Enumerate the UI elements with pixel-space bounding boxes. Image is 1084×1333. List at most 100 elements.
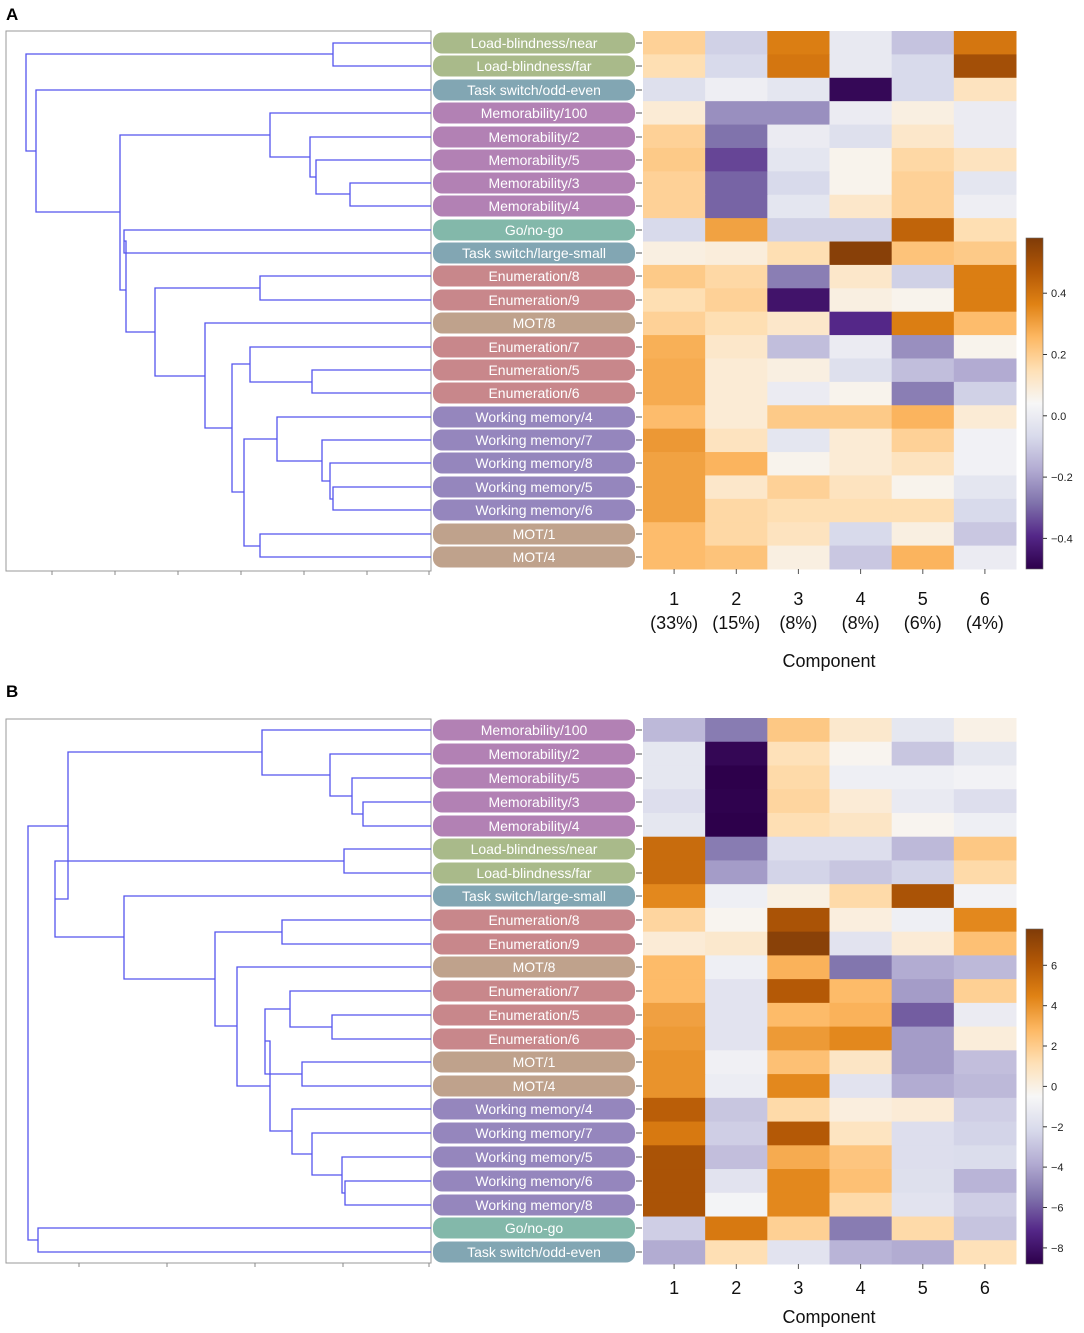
heatmap-cell <box>705 545 768 570</box>
heatmap-cell <box>643 405 706 430</box>
dendro-link <box>123 229 431 254</box>
row-label-pill <box>433 1217 635 1239</box>
heatmap-cell <box>705 931 768 956</box>
heatmap-cell <box>829 124 893 149</box>
row-label-text: Task switch/large-small <box>462 245 606 261</box>
row-label-text: Working memory/5 <box>475 479 592 495</box>
heatmap-cell <box>643 1216 706 1241</box>
row-label: Load-blindness/far <box>433 55 642 77</box>
heatmap-cell <box>953 741 1017 766</box>
row-label: Enumeration/6 <box>433 382 642 404</box>
dendro-link <box>259 275 431 301</box>
heatmap-cell <box>891 1074 955 1099</box>
row-label-text: Memorability/2 <box>488 129 579 145</box>
row-label: Memorability/2 <box>433 743 642 765</box>
heatmap-cell <box>643 789 706 814</box>
row-label-text: Enumeration/7 <box>488 983 579 999</box>
heatmap-cell <box>705 358 768 383</box>
heatmap-cell <box>891 1145 955 1170</box>
dendro-link <box>301 1061 431 1087</box>
row-label-text: Working memory/5 <box>475 1149 592 1165</box>
heatmap-cell <box>829 1097 893 1123</box>
row-label-pill <box>433 242 635 264</box>
row-label-pill <box>433 359 635 381</box>
row-label-pill <box>433 195 635 217</box>
heatmap-cell <box>829 241 893 266</box>
heatmap-cell <box>891 812 955 838</box>
row-label-pill <box>433 933 635 955</box>
row-label-text: MOT/8 <box>513 959 556 975</box>
heatmap-cell <box>767 1192 830 1218</box>
heatmap-cell <box>953 428 1017 453</box>
heatmap-cell <box>953 405 1017 430</box>
dendro-link <box>281 919 431 945</box>
heatmap-cell <box>953 812 1017 838</box>
row-label: MOT/8 <box>433 956 642 978</box>
row-label-text: Memorability/2 <box>488 746 579 762</box>
heatmap-cell <box>891 311 955 336</box>
heatmap-cell <box>829 381 893 406</box>
heatmap-cell <box>705 1026 768 1051</box>
heatmap-cell <box>643 54 706 79</box>
dendro-link <box>25 53 333 152</box>
heatmap-cell <box>767 765 830 790</box>
row-label-pill <box>433 1170 635 1192</box>
row-label: Enumeration/5 <box>433 1004 642 1026</box>
row-label-pill <box>433 1122 635 1144</box>
heatmap-cell <box>643 979 706 1004</box>
heatmap-cell <box>643 475 706 500</box>
heatmap-cell <box>953 475 1017 500</box>
row-label-pill <box>433 1241 635 1263</box>
heatmap-cell <box>767 288 830 313</box>
row-label: Load-blindness/near <box>433 838 642 860</box>
heatmap-cell <box>643 1026 706 1051</box>
row-label-pill <box>433 149 635 171</box>
column-label: 2 <box>731 1278 741 1298</box>
heatmap-cell <box>953 765 1017 790</box>
row-label: Task switch/large-small <box>433 885 642 907</box>
row-label: Memorability/100 <box>433 719 642 741</box>
heatmap-cell <box>643 545 706 570</box>
heatmap-cell <box>953 1026 1017 1051</box>
heatmap-cell <box>829 77 893 102</box>
heatmap-cell <box>705 335 768 359</box>
heatmap-cell <box>643 77 706 102</box>
dendro-link <box>249 346 431 383</box>
heatmap-cell <box>829 812 893 838</box>
row-label: Working memory/6 <box>433 1170 642 1192</box>
heatmap-cell <box>767 741 830 766</box>
heatmap-cell <box>767 124 830 149</box>
heatmap-cell <box>829 931 893 956</box>
heatmap-cell <box>953 545 1017 570</box>
row-label-text: MOT/1 <box>513 526 556 542</box>
heatmap-cell <box>891 1216 955 1241</box>
heatmap-cell <box>767 545 830 570</box>
row-labels-b: Memorability/100 Memorability/2 Memorabili… <box>433 719 642 1263</box>
heatmap-cell <box>829 741 893 766</box>
row-label-text: Memorability/100 <box>481 105 588 121</box>
heatmap-cell <box>829 311 893 336</box>
row-label-text: Load-blindness/near <box>471 35 598 51</box>
row-label-pill <box>433 1051 635 1073</box>
heatmap-cell <box>829 147 893 172</box>
row-label-text: Task switch/large-small <box>462 888 606 904</box>
row-label: Enumeration/8 <box>433 265 642 287</box>
heatmap-cell <box>953 124 1017 149</box>
heatmap-cell <box>705 955 768 980</box>
row-label-text: Working memory/4 <box>475 1101 592 1117</box>
row-label-pill <box>433 55 635 77</box>
row-label: Enumeration/5 <box>433 359 642 381</box>
heatmap-cell <box>767 218 830 243</box>
heatmap-cell <box>829 1192 893 1218</box>
row-label-text: Memorability/5 <box>488 152 579 168</box>
heatmap-cell <box>829 194 893 219</box>
dendro-link <box>243 438 277 547</box>
row-label: Memorability/100 <box>433 102 642 124</box>
row-label: Task switch/large-small <box>433 242 642 264</box>
row-label: Load-blindness/far <box>433 862 642 884</box>
row-label-pill <box>433 546 635 568</box>
heatmap-cell <box>643 1240 706 1265</box>
heatmap-cell <box>891 335 955 359</box>
heatmap-cell <box>705 171 768 196</box>
heatmap-cell <box>705 54 768 79</box>
